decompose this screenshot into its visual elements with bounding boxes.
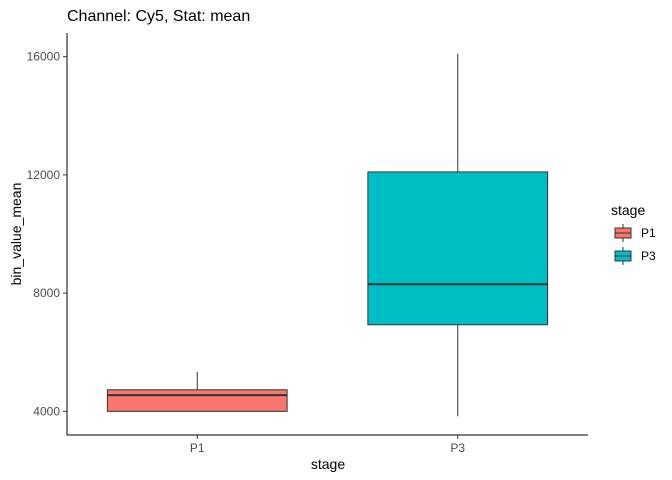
chart-title: Channel: Cy5, Stat: mean	[67, 8, 250, 25]
legend-key-p1	[614, 224, 632, 242]
y-tick-label: 8000	[33, 286, 60, 300]
iqr-box	[106, 389, 288, 412]
box-p1	[106, 372, 288, 412]
x-tick-label: P1	[190, 441, 205, 455]
iqr-box	[367, 171, 549, 326]
legend: stage P1 P3	[611, 202, 656, 265]
legend-label-p3: P3	[641, 249, 656, 263]
legend-title: stage	[611, 202, 645, 218]
plot-area: 4000 8000 12000 16000 P1 P3	[27, 33, 588, 455]
y-tick-label: 4000	[33, 404, 60, 418]
y-tick-label: 12000	[27, 168, 61, 182]
legend-key-p3	[614, 247, 632, 265]
x-tick-label: P3	[450, 441, 465, 455]
box-p3	[367, 53, 549, 417]
legend-label-p1: P1	[641, 226, 656, 240]
x-axis-title: stage	[311, 456, 345, 472]
y-tick-label: 16000	[27, 50, 61, 64]
y-axis-title: bin_value_mean	[8, 183, 24, 286]
